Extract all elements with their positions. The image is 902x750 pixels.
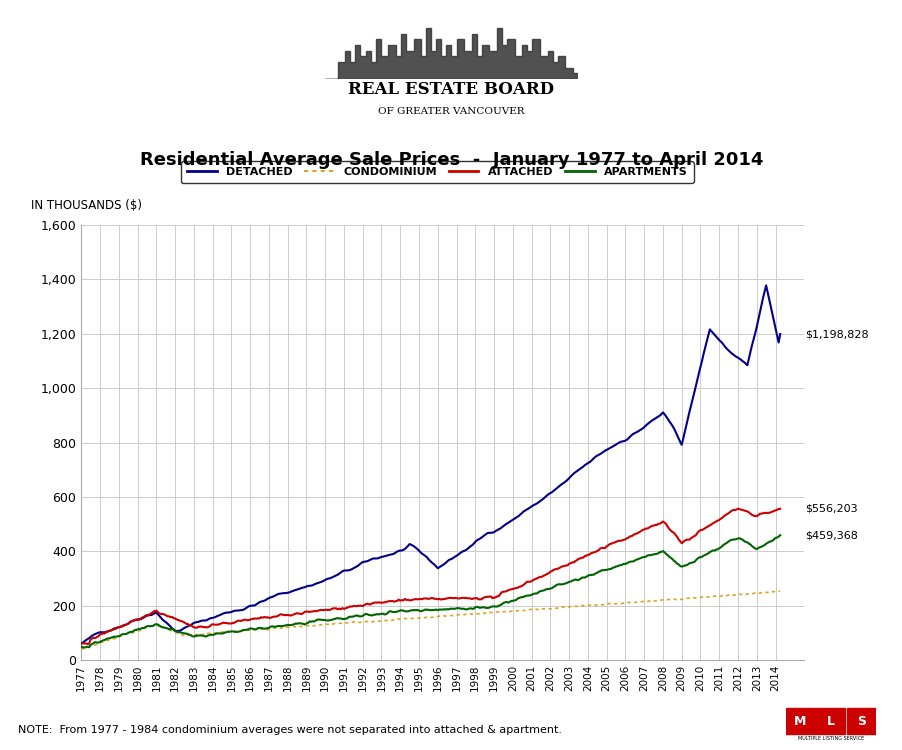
Legend: DETACHED, CONDOMINIUM, ATTACHED, APARTMENTS: DETACHED, CONDOMINIUM, ATTACHED, APARTME…	[181, 161, 693, 183]
Polygon shape	[325, 79, 577, 99]
Text: REAL ESTATE BOARD: REAL ESTATE BOARD	[348, 80, 554, 98]
Text: M: M	[793, 715, 805, 728]
Text: $556,203: $556,203	[805, 504, 857, 514]
Text: L: L	[826, 715, 833, 728]
Text: Residential Average Sale Prices  -  January 1977 to April 2014: Residential Average Sale Prices - Januar…	[140, 151, 762, 169]
Bar	[785, 708, 814, 734]
Text: IN THOUSANDS ($): IN THOUSANDS ($)	[31, 199, 142, 212]
Text: $459,368: $459,368	[805, 530, 858, 540]
Text: S: S	[856, 715, 865, 728]
Polygon shape	[325, 28, 577, 79]
Bar	[846, 708, 875, 734]
Text: $1,198,828: $1,198,828	[805, 329, 869, 339]
Bar	[815, 708, 844, 734]
Text: NOTE:  From 1977 - 1984 condominium averages were not separated into attached & : NOTE: From 1977 - 1984 condominium avera…	[18, 725, 561, 735]
Text: MULTIPLE LISTING SERVICE: MULTIPLE LISTING SERVICE	[796, 736, 863, 741]
Text: OF GREATER VANCOUVER: OF GREATER VANCOUVER	[378, 106, 524, 116]
